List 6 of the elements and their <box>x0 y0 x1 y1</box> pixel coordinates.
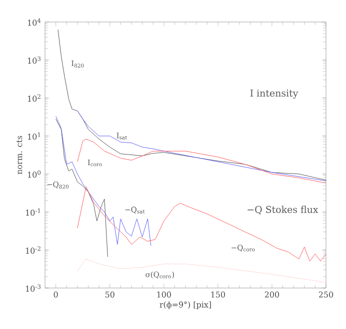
line-series <box>77 258 326 283</box>
line-series <box>77 186 326 262</box>
line-series <box>77 110 326 182</box>
annotation: −Q Stokes flux <box>248 206 318 214</box>
annotation: I intensity <box>250 90 298 99</box>
line-series <box>58 29 326 180</box>
